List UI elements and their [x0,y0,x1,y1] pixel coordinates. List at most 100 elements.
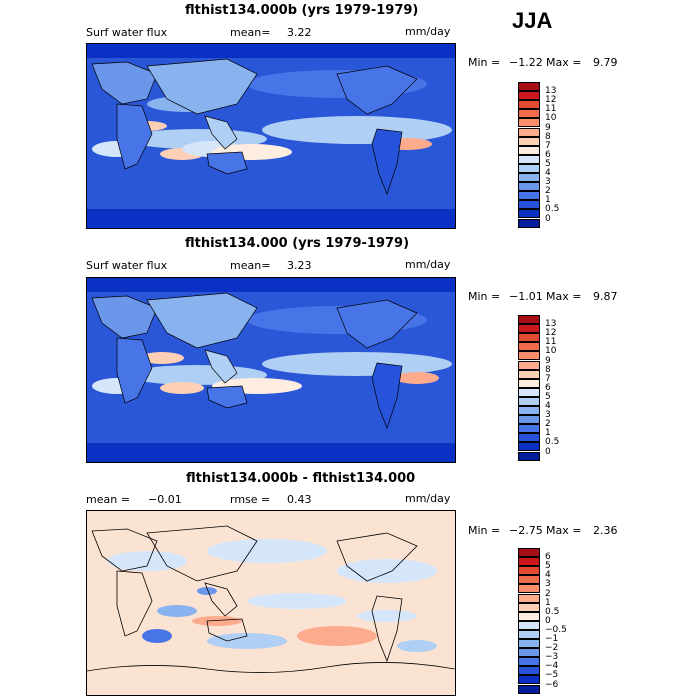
colorbar-swatch [518,209,540,219]
colorbar-swatch [518,442,540,452]
colorbar-swatch [518,333,540,343]
panel2-mean-label: mean= [230,259,271,272]
panel3-min-label: Min = [468,524,501,537]
colorbar-swatch [518,602,540,612]
colorbar-swatch [518,218,540,228]
colorbar-level-label: 2 [545,186,551,197]
colorbar-swatch [518,639,540,649]
colorbar-swatch [518,315,540,325]
colorbar-swatch [518,324,540,334]
colorbar-swatch [518,82,540,92]
colorbar-swatch [518,200,540,210]
panel2-mean-value: 3.23 [287,259,312,272]
colorbar-level-label: 3 [545,177,551,188]
panel1-mean-value: 3.22 [287,26,312,39]
colorbar-swatch [518,154,540,164]
panel3-title: flthist134.000b - flthist134.000 [186,471,416,486]
colorbar-swatch [518,163,540,173]
colorbar-level-label: −3 [545,652,559,663]
colorbar-level-label: 7 [545,373,551,384]
season-label: JJA [512,8,553,33]
colorbar-swatch [518,593,540,603]
panel1-colorbar: 13 12 11 10 9 8 7 6 5 4 3 2 1 0.5 0 [518,82,578,232]
colorbar-swatch [518,684,540,694]
panel1-max-value: 9.79 [593,56,618,69]
panel1-title: flthist134.000b (yrs 1979-1979) [185,3,419,18]
colorbar-level-label: 11 [545,337,557,348]
colorbar-swatch [518,191,540,201]
panel3-mean-label: mean = [86,493,130,506]
colorbar-level-label: 4 [545,401,551,411]
colorbar-level-label: 4 [545,168,551,178]
colorbar-swatch [518,342,540,352]
colorbar-swatch [518,100,540,110]
colorbar-swatch [518,415,540,425]
panel2-max-value: 9.87 [593,290,618,303]
panel3-rmse-label: rmse = [230,493,271,506]
colorbar-swatch [518,548,540,558]
panel2-map [86,277,456,463]
colorbar-swatch [518,109,540,119]
panel3-rmse-value: 0.43 [287,493,312,506]
colorbar-level-label: 0.5 [545,606,560,617]
panel2-title: flthist134.000 (yrs 1979-1979) [185,236,410,251]
colorbar-level-label: 12 [545,95,557,106]
panel3-units: mm/day [405,492,451,505]
colorbar-swatch [518,657,540,667]
colorbar-swatch [518,584,540,594]
colorbar-level-label: 3 [545,579,551,590]
colorbar-swatch [518,378,540,388]
colorbar-level-label: 6 [545,149,551,160]
panel1-mean-label: mean= [230,26,271,39]
panel1-variable-label: Surf water flux [86,26,168,39]
colorbar-swatch [518,127,540,137]
colorbar-swatch [518,351,540,361]
colorbar-level-label: 13 [545,319,557,330]
colorbar-level-label: 0 [545,446,551,457]
colorbar-level-label: −1 [545,634,559,644]
panel2-variable-label: Surf water flux [86,259,168,272]
panel3-max-value: 2.36 [593,524,618,537]
colorbar-level-label: 2 [545,588,551,599]
colorbar-level-label: 8 [545,364,551,375]
colorbar-swatch [518,369,540,379]
colorbar-swatch [518,451,540,461]
colorbar-level-label: 10 [545,113,557,124]
colorbar-swatch [518,406,540,416]
colorbar-swatch [518,424,540,434]
colorbar-level-label: 0.5 [545,204,560,215]
panel3-max-label: Max = [546,524,582,537]
colorbar-level-label: 0 [545,615,551,626]
panel1-units: mm/day [405,25,451,38]
colorbar-swatch [518,666,540,676]
colorbar-swatch [518,91,540,101]
panel3-colorbar: 6 5 4 3 2 1 0.5 0 −0.5 −1 −2 −3 −4 −5 −6 [518,548,578,698]
colorbar-swatch [518,557,540,567]
panel1-max-label: Max = [546,56,582,69]
colorbar-level-label: 4 [545,570,551,581]
colorbar-level-label: 6 [545,382,551,393]
colorbar-level-label: 11 [545,104,557,115]
panel2-max-label: Max = [546,290,582,303]
colorbar-level-label: 12 [545,328,557,339]
colorbar-level-label: 1 [545,597,551,608]
colorbar-level-label: −5 [545,670,559,681]
panel1-min-value: −1.22 [509,56,543,69]
colorbar-level-label: 5 [545,158,551,169]
colorbar-level-label: 6 [545,552,551,563]
colorbar-swatch [518,118,540,128]
panel2-min-label: Min = [468,290,501,303]
panel1-map [86,43,456,229]
panel3-map [86,510,456,696]
panel1-min-label: Min = [468,56,501,69]
colorbar-level-label: −6 [545,679,559,690]
colorbar-swatch [518,396,540,406]
panel2-units: mm/day [405,258,451,271]
colorbar-swatch [518,629,540,639]
colorbar-swatch [518,360,540,370]
colorbar-level-label: −4 [545,661,559,672]
colorbar-level-label: 0 [545,213,551,224]
colorbar-swatch [518,675,540,685]
panel2-colorbar: 13 12 11 10 9 8 7 6 5 4 3 2 1 0.5 0 [518,315,578,465]
panel2-min-value: −1.01 [509,290,543,303]
